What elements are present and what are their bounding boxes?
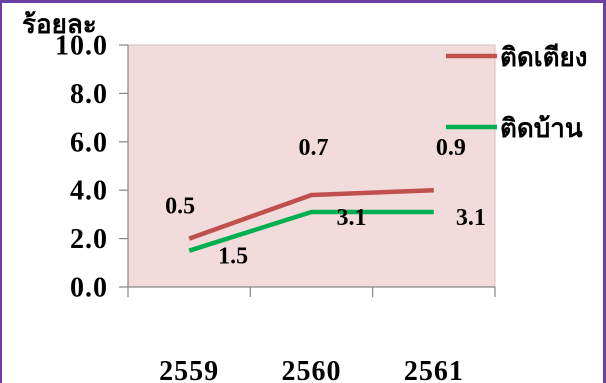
series-1-data-label: 0.5 [165,194,195,220]
legend-item: ติดบ้าน [446,114,583,144]
y-tick-label: 10.0 [55,31,108,62]
series-2-line [188,209,434,253]
legend-item: ติดเตียง [446,43,587,73]
plot-area [127,44,496,288]
series-1-data-label: 0.7 [299,135,329,161]
legend: ติดเตียงติดบ้าน [446,43,587,144]
series-2-data-label: 3.1 [337,205,367,231]
y-tick-label: 2.0 [70,224,108,255]
y-tick-label: 4.0 [70,176,108,207]
x-category-label: 2559 [159,356,219,383]
x-category-label: 2560 [282,356,342,383]
series-2-data-label: 3.1 [456,205,486,231]
series-lines [188,187,434,253]
series-2-data-label: 1.5 [218,244,248,270]
y-tick-label: 6.0 [70,127,108,158]
y-axis-title: ร้อยละ [22,10,97,40]
axes: 0.0 2.0 4.0 6.0 8.0 10.0 2559 2560 2561 [55,31,496,383]
series-1-line [188,187,434,241]
plot-area-group [127,44,496,288]
legend-label: ติดเตียง [500,43,587,73]
x-category-label: 2561 [404,356,464,383]
y-tick-label: 8.0 [70,79,108,110]
series-1-data-label: 0.9 [436,135,466,161]
data-labels: 0.5 0.7 0.9 1.5 3.1 3.1 [165,135,486,270]
legend-label: ติดบ้าน [500,114,583,144]
y-tick-label: 0.0 [70,273,108,304]
